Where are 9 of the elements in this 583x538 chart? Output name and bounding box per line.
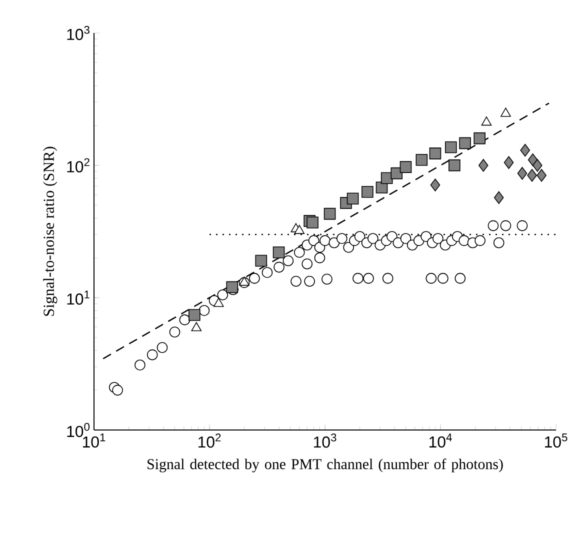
y-tick-label: 10$^{3}$	[67, 26, 90, 40]
x-tick-label: 10$^{4}$	[430, 434, 452, 448]
y-tick-label: 10$^{2}$	[67, 158, 90, 172]
x-tick-label: 10$^{2}$	[198, 434, 221, 448]
x-tick-label: 10$^{5}$	[545, 434, 568, 448]
x-axis-title: Signal detected by one PMT channel (number of photons)	[148, 458, 503, 472]
y-axis-title: Signal-to-noise ratio (SNR)	[43, 146, 58, 316]
x-tick-label: 10$^{3}$	[314, 434, 336, 448]
y-tick-label: 10$^{1}$	[67, 290, 90, 305]
